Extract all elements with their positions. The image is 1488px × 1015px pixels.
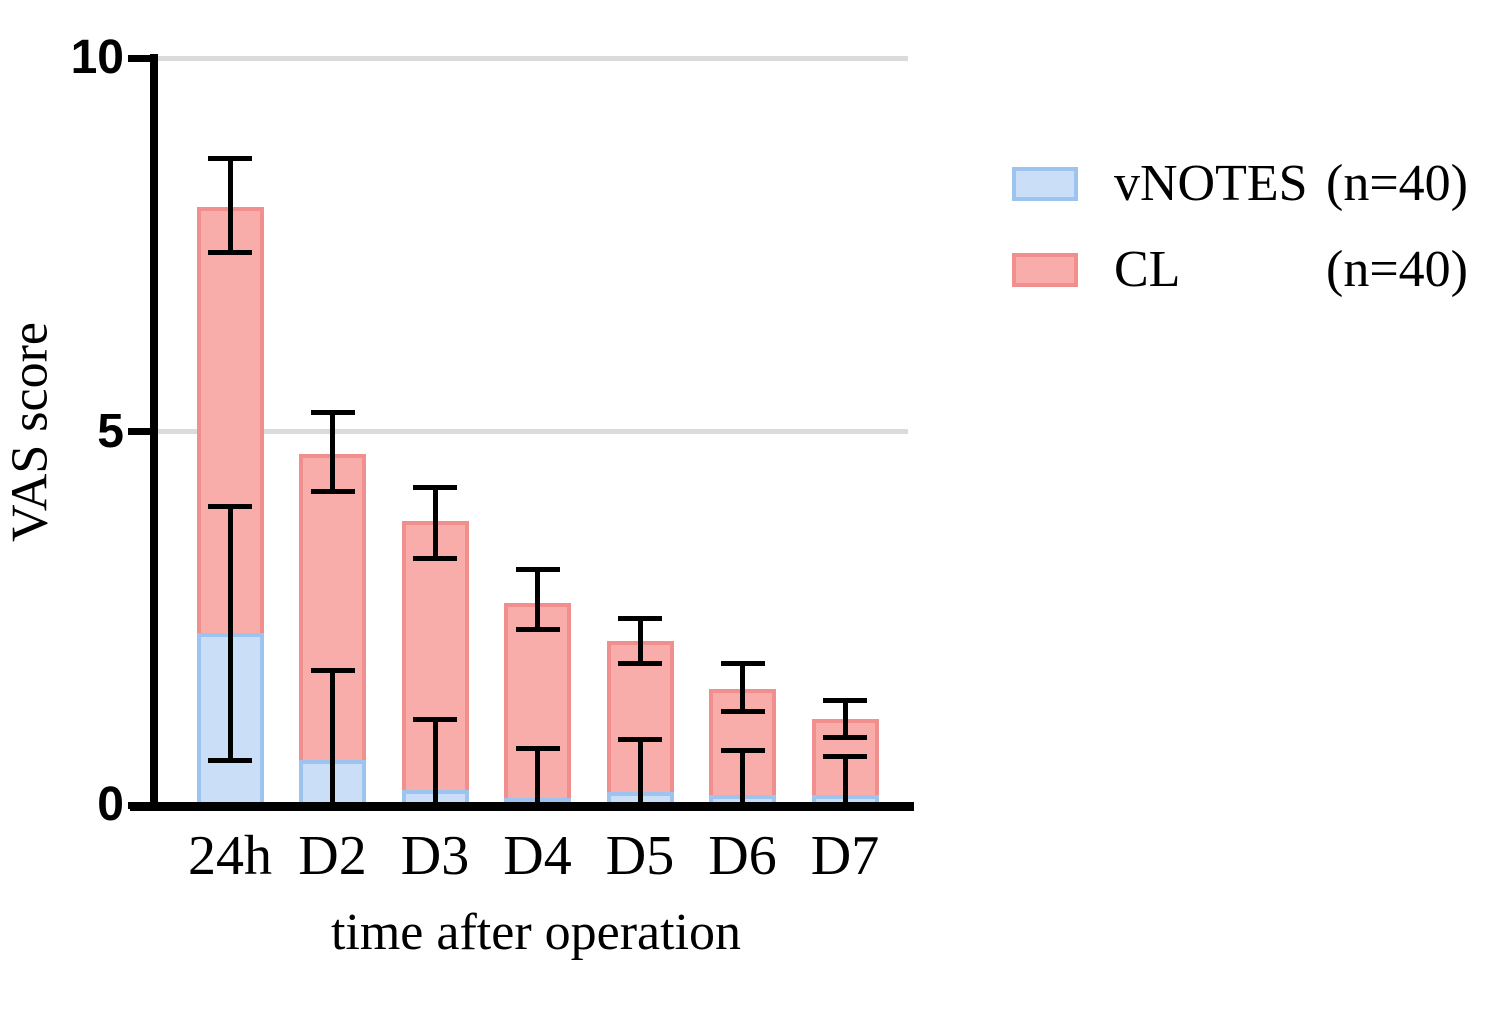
legend-label-vnotes: vNOTES bbox=[1114, 155, 1308, 212]
error-bar-cl-D3-line bbox=[432, 487, 438, 559]
error-bar-vnotes-24h-cap-bottom bbox=[208, 757, 252, 763]
error-bar-vnotes-24h-line bbox=[227, 506, 233, 761]
legend-row-cl: CL (n=40) bbox=[1012, 238, 1468, 302]
y-tick-10 bbox=[128, 54, 150, 62]
legend-swatch-cl bbox=[1012, 253, 1078, 287]
error-bar-cl-D7-cap-top bbox=[823, 697, 867, 703]
error-bar-vnotes-D2-line bbox=[330, 670, 335, 805]
y-tick-5 bbox=[128, 428, 150, 435]
error-bar-cl-D4-cap-top bbox=[515, 567, 560, 573]
legend-row-vnotes: vNOTES (n=40) bbox=[1012, 152, 1468, 216]
error-bar-vnotes-D6-cap-top bbox=[720, 747, 765, 753]
x-category-label-D3: D3 bbox=[400, 825, 470, 887]
x-axis-title: time after operation bbox=[330, 904, 742, 961]
gridline-10 bbox=[158, 55, 908, 61]
y-axis-line bbox=[150, 54, 158, 811]
error-bar-vnotes-D5-cap-top bbox=[618, 736, 662, 742]
x-category-label-D2: D2 bbox=[298, 825, 367, 887]
legend-label-cl: CL bbox=[1114, 241, 1181, 298]
error-bar-cl-D5-line bbox=[637, 618, 643, 664]
error-bar-cl-24h-line bbox=[227, 158, 233, 253]
error-bar-cl-D3-cap-bottom bbox=[413, 555, 457, 561]
gridline-5 bbox=[158, 429, 908, 434]
error-bar-vnotes-D2-cap-top bbox=[310, 668, 355, 674]
legend-swatch-vnotes bbox=[1012, 167, 1078, 201]
error-bar-cl-24h-cap-top bbox=[208, 156, 252, 162]
error-bar-cl-D5-cap-top bbox=[618, 615, 662, 621]
x-category-label-D7: D7 bbox=[810, 825, 880, 887]
error-bar-cl-D5-cap-bottom bbox=[618, 660, 662, 666]
error-bar-vnotes-D4-cap-top bbox=[515, 745, 560, 751]
y-tick-label-10: 10 bbox=[70, 31, 124, 84]
error-bar-cl-D7-cap-bottom bbox=[823, 735, 867, 741]
error-bar-cl-D6-cap-top bbox=[720, 660, 765, 666]
error-bar-vnotes-D4-line bbox=[535, 748, 540, 805]
error-bar-vnotes-D3-line bbox=[432, 719, 438, 805]
error-bar-cl-D6-line bbox=[740, 663, 745, 712]
legend-count-vnotes: (n=40) bbox=[1326, 155, 1468, 212]
error-bar-cl-D2-line bbox=[330, 412, 335, 492]
x-category-label-24h: 24h bbox=[188, 825, 272, 887]
error-bar-cl-D4-cap-bottom bbox=[515, 626, 560, 632]
error-bar-vnotes-D7-line bbox=[842, 756, 848, 805]
error-bar-cl-D2-cap-top bbox=[310, 410, 355, 416]
error-bar-vnotes-D7-cap-top bbox=[823, 753, 867, 759]
x-category-label-D6: D6 bbox=[708, 825, 777, 887]
legend-count-cl: (n=40) bbox=[1326, 241, 1468, 298]
error-bar-vnotes-24h-cap-top bbox=[208, 503, 252, 509]
y-tick-0 bbox=[128, 801, 150, 809]
x-category-label-D4: D4 bbox=[503, 825, 572, 887]
error-bar-vnotes-D5-line bbox=[637, 739, 643, 805]
x-category-label-D5: D5 bbox=[605, 825, 675, 887]
y-tick-label-0: 0 bbox=[97, 778, 124, 831]
error-bar-cl-D3-cap-top bbox=[413, 485, 457, 491]
y-tick-label-5: 5 bbox=[97, 404, 124, 458]
error-bar-cl-D4-line bbox=[535, 569, 540, 630]
error-bar-cl-D2-cap-bottom bbox=[310, 488, 355, 494]
error-bar-cl-D6-cap-bottom bbox=[720, 709, 765, 715]
error-bar-vnotes-D3-cap-top bbox=[413, 716, 457, 722]
legend: vNOTES (n=40) CL (n=40) bbox=[1012, 152, 1468, 302]
error-bar-cl-24h-cap-bottom bbox=[208, 249, 252, 255]
x-axis-line bbox=[130, 802, 914, 811]
error-bar-cl-D7-line bbox=[842, 700, 848, 738]
error-bar-vnotes-D6-line bbox=[740, 750, 745, 805]
